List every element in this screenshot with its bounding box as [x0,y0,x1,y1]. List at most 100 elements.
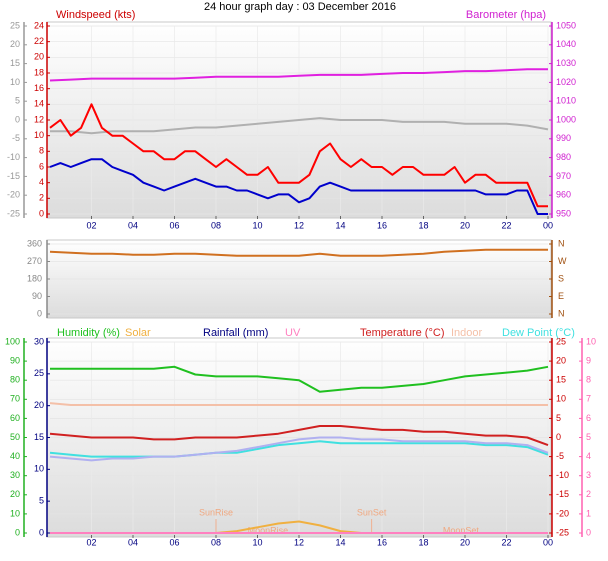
tick-label: 25 [34,368,44,378]
x-tick-label: 06 [169,537,179,547]
tick-label: -5 [12,133,20,143]
x-tick-label: 00 [543,220,553,230]
tick-label: 40 [10,451,20,461]
tick-label: 1020 [556,77,576,87]
tick-label: 80 [10,375,20,385]
annotation: MoonSet [443,525,480,535]
tick-label: 4 [586,451,591,461]
tick-label: 10 [10,508,20,518]
tick-label: 5 [15,96,20,106]
tick-label: 5 [39,496,44,506]
x-tick-label: 02 [86,537,96,547]
chart-title: 24 hour graph day : 03 December 2016 [204,1,396,13]
annotation: SunSet [357,507,387,517]
x-tick-label: 08 [211,537,221,547]
legend-entry: Indoor [451,327,483,339]
tick-label: 1040 [556,39,576,49]
tick-label: 30 [34,336,44,346]
series-line [49,440,549,458]
tick-label: 2 [586,489,591,499]
tick-label: 10 [586,336,596,346]
x-tick-label: 04 [128,537,138,547]
tick-label: 50 [10,432,20,442]
tick-label: 6 [586,413,591,423]
series-line [49,103,548,208]
series-line [49,425,549,447]
tick-label: 0 [15,114,20,124]
tick-label: 22 [34,36,44,46]
x-tick-label: 22 [501,537,511,547]
x-tick-label: 06 [169,220,179,230]
tick-label: 970 [556,171,571,181]
tick-label: 980 [556,152,571,162]
x-tick-label: 18 [418,220,428,230]
tick-label: 2 [39,193,44,203]
x-tick-label: 04 [128,220,138,230]
tick-label: 15 [10,58,20,68]
x-tick-label: 12 [294,537,304,547]
tick-label: 360 [27,238,42,248]
x-tick-label: 16 [377,537,387,547]
tick-label: 4 [39,177,44,187]
tick-label: E [558,291,564,301]
series-line [50,365,549,393]
tick-label: N [558,238,565,248]
tick-label: -15 [7,171,20,181]
x-tick-label: 22 [501,220,511,230]
tick-label: 0 [556,432,561,442]
x-tick-label: 12 [294,220,304,230]
tick-label: 5 [556,413,561,423]
series-line [49,248,548,257]
tick-label: -25 [7,208,20,218]
tick-label: 0 [15,527,20,537]
tick-label: 1000 [556,114,576,124]
series-line [49,402,548,406]
x-tick-label: 20 [460,220,470,230]
tick-label: 10 [10,77,20,87]
tick-label: 180 [27,273,42,283]
tick-label: 9 [586,355,591,365]
tick-label: -25 [556,527,569,537]
legend-entry: Temperature (°C) [360,327,444,339]
tick-label: 90 [10,355,20,365]
legend-entry: Dew Point (°C) [502,327,575,339]
legend-entry: Rainfall (mm) [203,327,268,339]
tick-label: 30 [10,470,20,480]
tick-label: 10 [34,130,44,140]
tick-label: 990 [556,133,571,143]
tick-label: 70 [10,394,20,404]
tick-label: 20 [556,355,566,365]
tick-label: -20 [556,508,569,518]
tick-label: 15 [34,432,44,442]
x-tick-label: 14 [335,537,345,547]
x-tick-label: 08 [211,220,221,230]
x-tick-label: 14 [335,220,345,230]
tick-label: -10 [7,152,20,162]
tick-label: 24 [34,20,44,30]
tick-label: S [558,273,564,283]
x-tick-label: 20 [460,537,470,547]
tick-label: 25 [10,20,20,30]
tick-label: 3 [586,470,591,480]
tick-label: -15 [556,489,569,499]
tick-label: N [558,308,565,318]
tick-label: 1030 [556,58,576,68]
x-tick-label: 02 [86,220,96,230]
tick-label: 16 [34,83,44,93]
tick-label: 18 [34,67,44,77]
y2-axis-label: Barometer (hpa) [466,9,546,21]
tick-label: 0 [39,527,44,537]
tick-label: 20 [34,400,44,410]
y-axis-label: Windspeed (kts) [56,9,135,21]
tick-label: 10 [556,394,566,404]
tick-label: 20 [10,39,20,49]
tick-label: 60 [10,413,20,423]
tick-label: 0 [39,208,44,218]
tick-label: 90 [32,291,42,301]
tick-label: 8 [586,375,591,385]
tick-label: 14 [34,99,44,109]
series-line [50,117,549,135]
x-tick-label: 16 [377,220,387,230]
tick-label: -10 [556,470,569,480]
